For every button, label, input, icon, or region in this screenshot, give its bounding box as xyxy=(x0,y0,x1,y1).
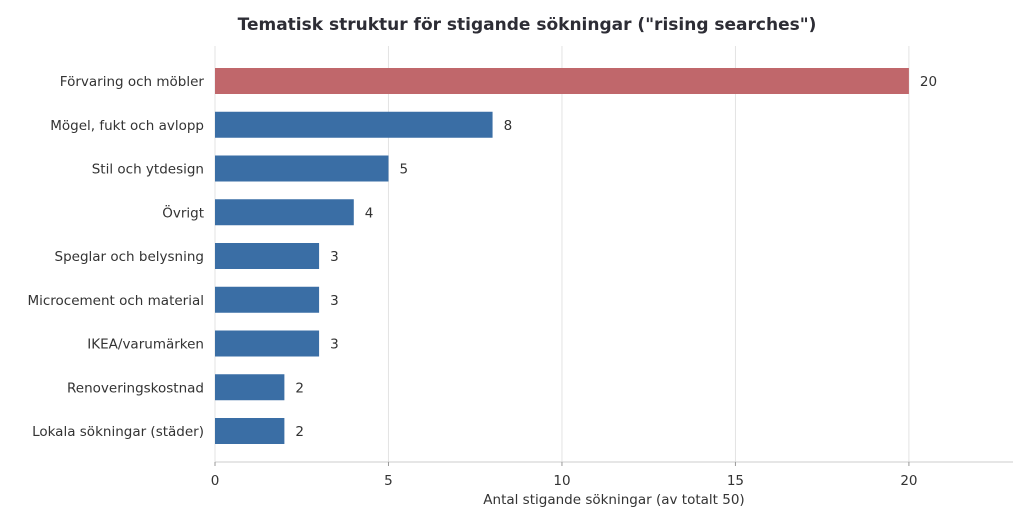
tick-label-x-15: 15 xyxy=(727,473,744,489)
bar-5 xyxy=(215,286,320,313)
value-label-8: 2 xyxy=(295,424,304,440)
tick-label-x-5: 5 xyxy=(384,473,393,489)
value-label-2: 5 xyxy=(399,162,408,178)
bar-2 xyxy=(215,155,389,182)
value-label-1: 8 xyxy=(504,118,513,134)
chart-title: Tematisk struktur för stigande sökningar… xyxy=(238,15,817,35)
bar-6 xyxy=(215,330,320,357)
bars-layer xyxy=(215,68,909,444)
tick-label-x-10: 10 xyxy=(553,473,570,489)
category-label-4: Speglar och belysning xyxy=(55,249,205,265)
bar-3 xyxy=(215,199,354,226)
value-label-0: 20 xyxy=(920,74,937,90)
x-axis-label: Antal stigande sökningar (av totalt 50) xyxy=(483,492,744,508)
value-label-6: 3 xyxy=(330,337,339,353)
category-label-0: Förvaring och möbler xyxy=(60,74,205,90)
category-label-5: Microcement och material xyxy=(27,293,204,309)
category-label-6: IKEA/varumärken xyxy=(87,337,204,353)
value-label-5: 3 xyxy=(330,293,339,309)
bar-4 xyxy=(215,243,320,269)
tick-label-x-20: 20 xyxy=(900,473,917,489)
bar-7 xyxy=(215,374,285,401)
bar-0 xyxy=(215,68,909,94)
value-label-7: 2 xyxy=(295,380,304,396)
value-label-4: 3 xyxy=(330,249,339,265)
category-label-3: Övrigt xyxy=(162,203,204,221)
bar-8 xyxy=(215,418,285,444)
ticks-layer: 0 5 10 15 20 xyxy=(211,462,918,489)
category-label-2: Stil och ytdesign xyxy=(92,162,204,178)
category-label-7: Renoveringskostnad xyxy=(67,380,204,396)
category-label-8: Lokala sökningar (städer) xyxy=(32,424,204,440)
bar-1 xyxy=(215,111,493,138)
category-label-1: Mögel, fukt och avlopp xyxy=(50,118,204,134)
tick-label-x-0: 0 xyxy=(211,473,220,489)
value-label-3: 4 xyxy=(365,205,374,221)
labels-layer: Förvaring och möbler 20 Mögel, fukt och av… xyxy=(27,74,937,440)
